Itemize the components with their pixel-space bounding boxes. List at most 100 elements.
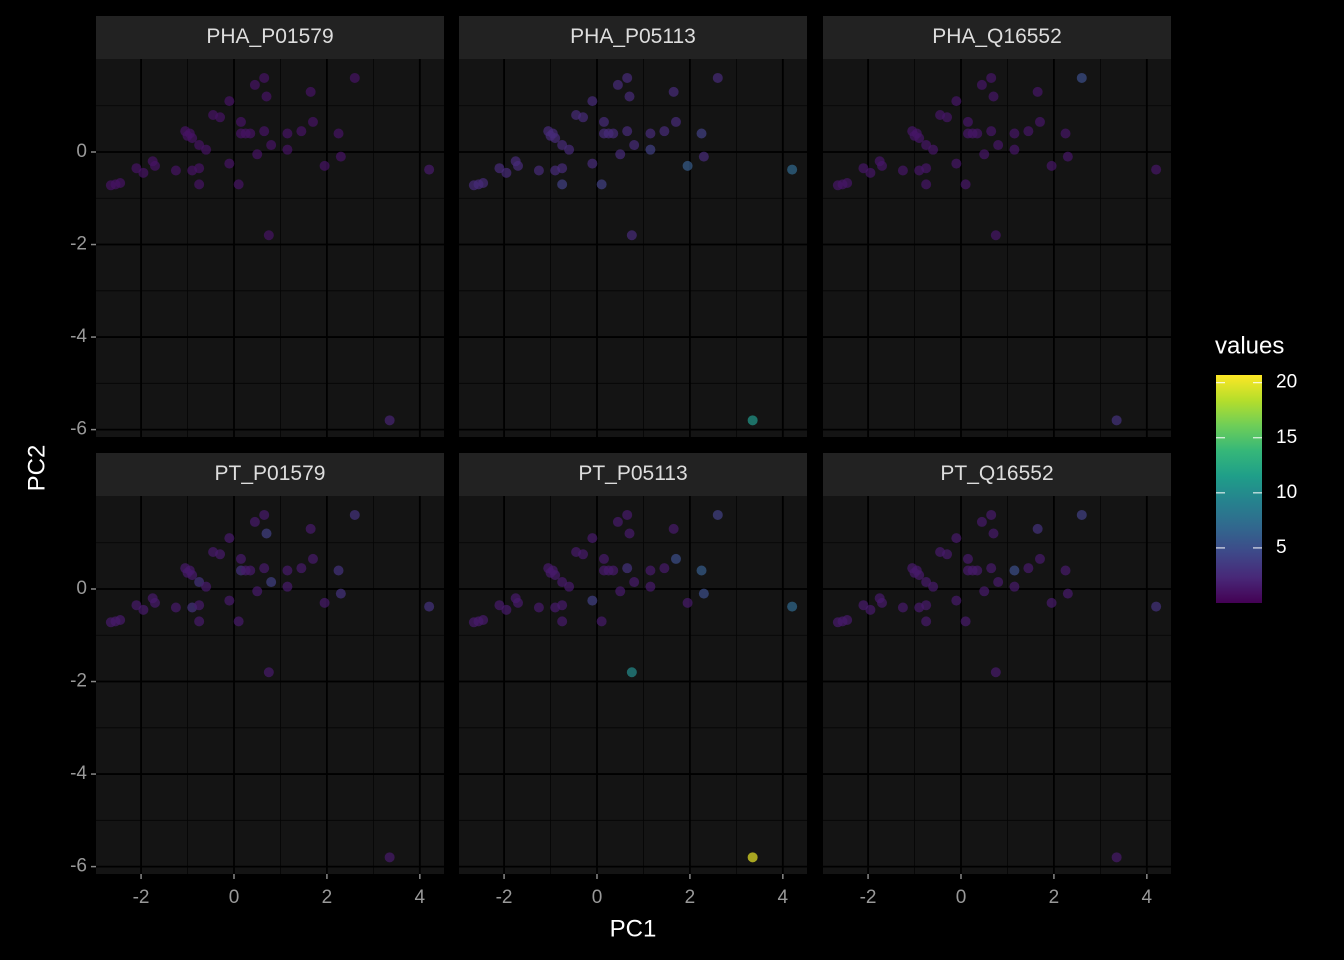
point: [962, 116, 973, 127]
point: [897, 165, 908, 176]
facet-panel: PT_P05113 -2 0 2 4: [459, 453, 807, 908]
colorbar-tick-label: 5: [1276, 537, 1287, 558]
point: [349, 509, 360, 520]
point: [668, 86, 679, 97]
y-tick-label: -2: [70, 671, 87, 692]
x-tick-label: 0: [956, 887, 967, 908]
point: [645, 144, 656, 155]
point: [596, 616, 607, 627]
point: [578, 549, 589, 560]
point: [224, 96, 235, 107]
point: [986, 563, 997, 574]
point: [960, 179, 971, 190]
point: [608, 128, 619, 139]
strip: [96, 16, 444, 59]
point: [194, 616, 205, 627]
y-tick-label: 0: [76, 578, 87, 599]
point: [513, 597, 524, 608]
colorbar-tick-label: 20: [1276, 372, 1297, 393]
point: [263, 230, 274, 241]
point: [201, 144, 212, 155]
point: [976, 516, 987, 527]
point: [252, 586, 263, 597]
strip-label: PT_P01579: [215, 462, 326, 485]
point: [587, 595, 598, 606]
point: [1023, 563, 1034, 574]
point: [557, 179, 568, 190]
x-tick-label: 4: [1142, 887, 1153, 908]
point: [951, 595, 962, 606]
colorbar-tick-label: 10: [1276, 482, 1297, 503]
point: [914, 133, 925, 144]
point: [624, 528, 635, 539]
panel-background: [96, 59, 444, 437]
strip-label: PT_P05113: [578, 462, 687, 485]
point: [557, 163, 568, 174]
y-tick-label: -2: [70, 234, 87, 255]
point: [993, 140, 1004, 151]
point: [307, 116, 318, 127]
point: [333, 565, 344, 576]
strip: [459, 16, 807, 59]
point: [224, 158, 235, 169]
point: [682, 597, 693, 608]
point: [1111, 852, 1122, 863]
point: [942, 549, 953, 560]
point: [622, 509, 633, 520]
facet-panel: PT_Q16552 -2 0 2 4: [823, 453, 1171, 908]
strip-label: PT_Q16552: [940, 462, 1053, 485]
strip: [96, 453, 444, 496]
point: [235, 553, 246, 564]
point: [224, 595, 235, 606]
point: [698, 588, 709, 599]
point: [986, 509, 997, 520]
point: [249, 516, 260, 527]
point: [622, 563, 633, 574]
panel-background: [823, 496, 1171, 874]
point: [296, 126, 307, 137]
facet-panel: PT_P01579 -6 -4 -2 0 -2 0 2 4: [70, 453, 444, 908]
strip-label: PHA_P05113: [570, 25, 696, 48]
point: [1034, 553, 1045, 564]
panel-background: [823, 59, 1171, 437]
point: [1060, 128, 1071, 139]
x-tick-label: 0: [229, 887, 240, 908]
point: [615, 586, 626, 597]
point: [951, 158, 962, 169]
point: [698, 151, 709, 162]
point: [1009, 581, 1020, 592]
point: [712, 509, 723, 520]
point: [170, 165, 181, 176]
point: [187, 570, 198, 581]
point: [1032, 523, 1043, 534]
point: [1076, 72, 1087, 83]
point: [972, 565, 983, 576]
y-axis-title: PC2: [23, 445, 50, 492]
point: [1009, 144, 1020, 155]
colorbar-tick-label: 15: [1276, 427, 1297, 448]
point: [282, 144, 293, 155]
y-tick-label: -4: [70, 763, 87, 784]
point: [187, 133, 198, 144]
point: [263, 667, 274, 678]
point: [282, 565, 293, 576]
point: [478, 614, 489, 625]
point: [282, 581, 293, 592]
point: [962, 553, 973, 564]
point: [305, 523, 316, 534]
strip: [459, 453, 807, 496]
point: [384, 852, 395, 863]
point: [259, 509, 270, 520]
point: [988, 91, 999, 102]
point: [578, 112, 589, 123]
x-tick-label: -2: [496, 887, 513, 908]
strip-label: PHA_Q16552: [932, 25, 1062, 48]
point: [1060, 565, 1071, 576]
strip-label: PHA_P01579: [206, 25, 333, 48]
point: [990, 667, 1001, 678]
point: [897, 602, 908, 613]
point: [914, 570, 925, 581]
point: [194, 179, 205, 190]
point: [1076, 509, 1087, 520]
